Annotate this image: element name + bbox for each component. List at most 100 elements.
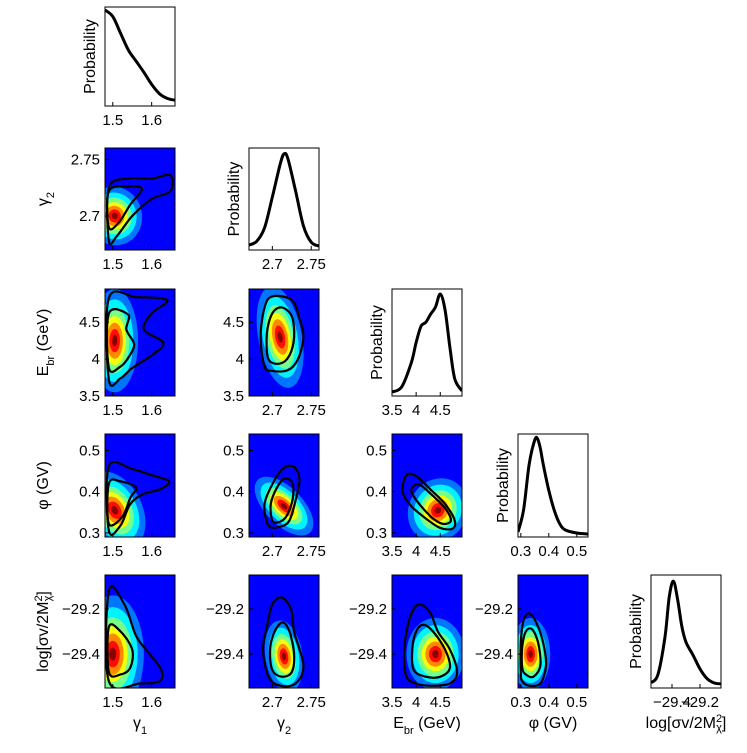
marginal-g1-tick-label: 1.5 <box>102 112 123 129</box>
joint-phi-sv-y-tick-label: −29.4 <box>475 646 513 663</box>
marginal-sv-ylabel: Probability <box>628 594 645 669</box>
joint-g2-phi-y-tick-label: 0.4 <box>223 484 244 501</box>
xaxis-title-g1: γ1 <box>133 715 147 737</box>
joint-ebr-phi <box>392 434 462 537</box>
joint-g2-phi-contour-95 <box>263 464 301 529</box>
joint-g2-phi-x-tick-label: 2.75 <box>297 543 326 560</box>
marginal-g2-frame <box>248 147 320 251</box>
joint-g2-sv-contour-95 <box>261 596 305 688</box>
joint-g2-ebr-frame <box>248 288 320 397</box>
marginal-ebr-tick-label: 3.5 <box>382 402 403 419</box>
marginal-ebr-tick-label: 4 <box>412 402 420 419</box>
marginal-sv-curve <box>651 579 721 686</box>
marginal-phi-tick-label: 0.4 <box>538 543 559 560</box>
joint-g1-g2-frame <box>104 147 176 251</box>
joint-g1-g2-x-tick-label: 1.6 <box>141 256 162 273</box>
joint-g1-ebr <box>105 289 175 396</box>
marginal-ebr-frame <box>391 288 463 397</box>
joint-g1-sv-x-tick-label: 1.5 <box>102 694 123 711</box>
marginal-g2-curve <box>249 151 319 248</box>
marginal-ebr-ylabel: Probability <box>369 305 386 380</box>
joint-g2-phi-y-tick-label: 0.5 <box>223 442 244 459</box>
joint-g1-phi-y-tick-label: 0.3 <box>79 525 100 542</box>
joint-g2-phi-x-tick-label: 2.7 <box>262 543 283 560</box>
joint-g2-sv <box>249 575 319 688</box>
joint-g1-g2 <box>105 148 175 250</box>
joint-ebr-sv-contour-95 <box>402 603 459 687</box>
marginal-sv-frame <box>650 574 722 689</box>
marginal-ebr-curve <box>392 292 462 394</box>
joint-g1-ebr-y-tick-label: 4 <box>92 351 100 368</box>
joint-g2-phi <box>249 434 319 537</box>
joint-phi-sv-contour-68 <box>520 627 542 679</box>
joint-g1-g2-contour-95 <box>106 173 174 246</box>
joint-g1-ebr-x-tick-label: 1.6 <box>141 402 162 419</box>
joint-g2-phi-frame <box>248 433 320 538</box>
joint-g2-ebr-y-tick-label: 3.5 <box>223 388 244 405</box>
joint-ebr-phi-x-tick-label: 4.5 <box>430 543 451 560</box>
marginal-g1-tick-label: 1.6 <box>141 112 162 129</box>
marginal-g1-curve <box>105 8 175 102</box>
joint-g1-sv-y-tick-label: −29.2 <box>62 601 100 618</box>
joint-ebr-sv-density-level <box>432 650 439 659</box>
joint-phi-sv-x-tick-label: 0.4 <box>538 694 559 711</box>
joint-g2-sv-y-tick-label: −29.2 <box>206 601 244 618</box>
joint-g1-sv <box>105 575 175 688</box>
joint-g2-sv-density-level <box>281 652 287 661</box>
joint-g1-ebr-frame <box>104 288 176 397</box>
joint-g1-phi-x-tick-label: 1.5 <box>102 543 123 560</box>
marginal-phi-frame <box>517 433 589 538</box>
joint-g2-sv-contour-68 <box>268 621 296 678</box>
joint-g2-phi-contour-68 <box>269 477 295 524</box>
marginal-sv-tick-label: −29.2 <box>681 694 719 711</box>
joint-g1-phi-density-level <box>111 505 119 515</box>
joint-ebr-phi-x-tick-label: 3.5 <box>382 543 403 560</box>
marginal-phi-ylabel: Probability <box>495 448 512 523</box>
xaxis-title-sv: log[σv/2M2 χ] <box>646 713 727 734</box>
joint-g1-ebr-y-tick-label: 3.5 <box>79 388 100 405</box>
joint-g1-sv-density-level <box>109 647 117 661</box>
yaxis-title-g2: γ2 <box>35 192 57 206</box>
joint-g1-ebr-contour-95 <box>105 290 169 387</box>
yaxis-title-ebr: Ebr (GeV) <box>35 309 57 377</box>
joint-g2-sv-x-tick-label: 2.75 <box>297 694 326 711</box>
joint-g2-ebr-contour-68 <box>265 306 296 365</box>
joint-g1-sv-x-tick-label: 1.6 <box>141 694 162 711</box>
joint-g1-ebr-contour-68 <box>105 308 136 373</box>
marginal-phi-curve <box>518 435 588 536</box>
marginal-ebr-tick-label: 4.5 <box>430 402 451 419</box>
joint-ebr-sv-y-tick-label: −29.2 <box>349 601 387 618</box>
joint-ebr-sv-y-tick-label: −29.4 <box>349 646 387 663</box>
marginal-g2-ylabel: Probability <box>226 162 243 237</box>
joint-phi-sv-contour-95 <box>519 612 548 688</box>
marginal-g1-ylabel: Probability <box>82 19 99 94</box>
joint-ebr-phi-x-tick-label: 4 <box>412 543 420 560</box>
marginal-g2-tick-label: 2.7 <box>262 256 283 273</box>
joint-g1-phi <box>105 434 175 537</box>
joint-ebr-sv-contour-68 <box>410 623 452 679</box>
joint-g1-phi-x-tick-label: 1.6 <box>141 543 162 560</box>
joint-g2-ebr-contour-95 <box>259 294 305 373</box>
joint-g1-g2-y-tick-label: 2.75 <box>71 151 100 168</box>
joint-g2-sv-x-tick-label: 2.7 <box>262 694 283 711</box>
joint-g1-g2-contour-68 <box>105 185 144 231</box>
joint-ebr-phi-contour-68 <box>410 483 453 526</box>
joint-phi-sv-frame <box>517 574 589 689</box>
joint-g1-ebr-density-level <box>112 334 118 347</box>
joint-g2-sv-frame <box>248 574 320 689</box>
joint-g1-sv-frame <box>104 574 176 689</box>
yaxis-title-phi: φ (GV) <box>35 461 52 510</box>
joint-g2-ebr-y-tick-label: 4.5 <box>223 314 244 331</box>
marginal-phi-tick-label: 0.5 <box>566 543 587 560</box>
joint-ebr-phi-y-tick-label: 0.3 <box>366 525 387 542</box>
xaxis-title-g2: γ2 <box>277 715 291 737</box>
joint-g1-sv-y-tick-label: −29.4 <box>62 646 100 663</box>
joint-phi-sv-x-tick-label: 0.3 <box>510 694 531 711</box>
joint-g2-ebr-x-tick-label: 2.75 <box>297 402 326 419</box>
joint-g1-phi-contour-95 <box>105 460 171 536</box>
joint-g1-ebr-y-tick-label: 4.5 <box>79 314 100 331</box>
joint-ebr-sv <box>392 575 462 688</box>
joint-g2-ebr-x-tick-label: 2.7 <box>262 402 283 419</box>
